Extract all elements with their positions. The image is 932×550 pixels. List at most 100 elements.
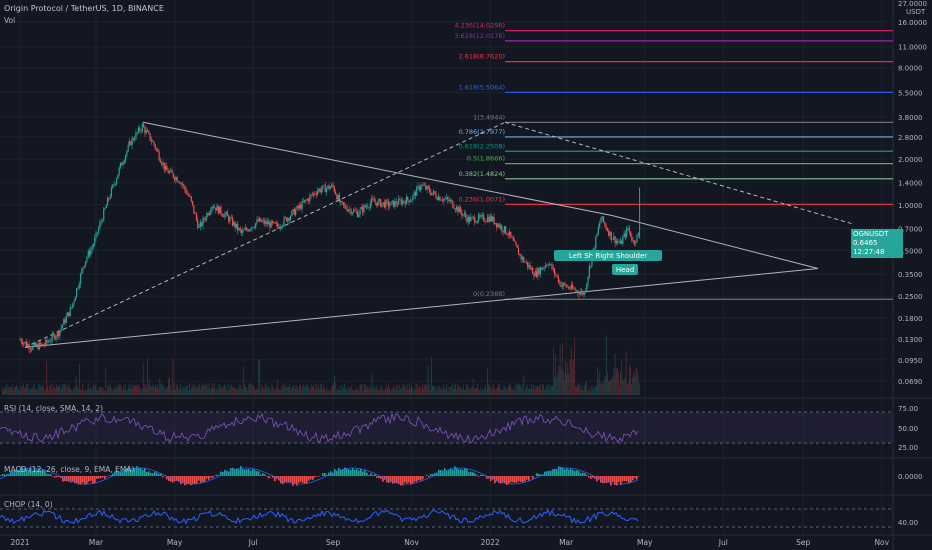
volume-bar bbox=[90, 386, 91, 395]
volume-bar bbox=[50, 383, 52, 395]
candle-body bbox=[298, 204, 301, 209]
volume-bar bbox=[186, 385, 188, 395]
volume-bar bbox=[532, 389, 533, 395]
candle-body bbox=[21, 342, 24, 345]
volume-bar bbox=[596, 386, 597, 395]
macd-histogram-bar bbox=[344, 467, 346, 476]
volume-bar bbox=[178, 390, 179, 395]
candle-body bbox=[112, 184, 114, 188]
candle-body bbox=[602, 216, 605, 223]
macd-histogram-bar bbox=[502, 476, 504, 483]
volume-bar bbox=[537, 387, 539, 395]
candle-body bbox=[552, 268, 554, 270]
volume-bar bbox=[406, 384, 408, 395]
macd-histogram-bar bbox=[358, 470, 360, 476]
volume-bar bbox=[547, 384, 549, 395]
volume-bar bbox=[569, 359, 571, 395]
macd-histogram-bar bbox=[86, 476, 88, 484]
candle-body bbox=[462, 214, 464, 216]
macd-histogram-bar bbox=[72, 476, 74, 482]
macd-histogram-bar bbox=[184, 476, 186, 486]
volume-bar bbox=[86, 390, 88, 395]
volume-bar bbox=[139, 386, 141, 395]
indicator-panes bbox=[0, 411, 893, 528]
candle-body bbox=[613, 236, 615, 240]
volume-bar bbox=[206, 384, 208, 395]
volume-bar bbox=[212, 383, 213, 395]
volume-bar bbox=[296, 386, 298, 395]
volume-bar bbox=[336, 389, 338, 395]
candle-body bbox=[526, 262, 529, 267]
volume-bar bbox=[598, 379, 599, 395]
macd-histogram-bar bbox=[42, 469, 44, 476]
volume-bar bbox=[92, 387, 93, 395]
macd-histogram-bar bbox=[202, 476, 204, 482]
volume-bar bbox=[16, 384, 18, 395]
volume-bar bbox=[102, 390, 103, 395]
candle-body bbox=[244, 228, 247, 230]
currency-label: USDT bbox=[906, 8, 926, 16]
candle-body bbox=[195, 213, 198, 220]
candle-body bbox=[37, 344, 39, 350]
volume-bar bbox=[545, 389, 547, 395]
candle-body bbox=[280, 227, 283, 228]
candle-body bbox=[430, 192, 432, 195]
volume-bar bbox=[603, 379, 605, 395]
macd-histogram-bar bbox=[54, 476, 56, 478]
candle-body bbox=[516, 245, 518, 248]
candle-body bbox=[121, 162, 123, 166]
volume-bar bbox=[611, 379, 613, 395]
volume-bar bbox=[237, 389, 239, 395]
macd-histogram-bar bbox=[592, 476, 594, 478]
volume-bar bbox=[214, 383, 216, 395]
macd-histogram-bar bbox=[300, 476, 302, 482]
macd-histogram-bar bbox=[430, 474, 432, 476]
volume-bar bbox=[235, 387, 236, 395]
candle-body bbox=[605, 224, 607, 229]
candle-body bbox=[210, 211, 212, 213]
macd-histogram-bar bbox=[76, 476, 78, 484]
volume-bar bbox=[370, 388, 372, 395]
volume-bar bbox=[134, 385, 135, 395]
volume-bar bbox=[44, 390, 46, 395]
macd-histogram-bar bbox=[142, 470, 144, 476]
macd-histogram-bar bbox=[406, 476, 408, 484]
volume-bar bbox=[168, 378, 169, 395]
candle-body bbox=[590, 265, 592, 267]
macd-histogram-bar bbox=[74, 476, 76, 484]
rsi-tick-label: 75.00 bbox=[898, 405, 918, 413]
volume-bar bbox=[425, 384, 427, 395]
macd-histogram-bar bbox=[36, 469, 38, 476]
volume-bar bbox=[390, 390, 392, 395]
volume-bar bbox=[396, 384, 398, 395]
macd-histogram-bar bbox=[206, 476, 208, 479]
volume-bar bbox=[620, 373, 621, 395]
macd-histogram-bar bbox=[170, 476, 172, 482]
candle-body bbox=[34, 343, 37, 347]
candle-body bbox=[615, 240, 618, 244]
candle-body bbox=[109, 196, 111, 199]
candle-body bbox=[313, 193, 315, 195]
candle-body bbox=[385, 200, 387, 208]
x-tick-label: Sep bbox=[796, 538, 810, 547]
candle-body bbox=[226, 212, 228, 216]
volume-bar bbox=[618, 371, 619, 395]
candle-body bbox=[141, 124, 143, 131]
candle-body bbox=[49, 341, 51, 343]
macd-histogram-bar bbox=[166, 476, 168, 480]
macd-histogram-bar bbox=[546, 471, 548, 476]
candle-body bbox=[435, 193, 437, 199]
candle-body bbox=[345, 205, 347, 209]
candle-body bbox=[622, 237, 624, 244]
macd-histogram-bar bbox=[140, 468, 142, 476]
macd-histogram-bar bbox=[372, 475, 374, 476]
volume-bar bbox=[33, 383, 35, 395]
candle-body bbox=[247, 229, 249, 232]
candle-body bbox=[144, 127, 146, 134]
candle-body bbox=[45, 339, 47, 346]
candle-body bbox=[284, 217, 286, 219]
candle-body bbox=[396, 204, 399, 205]
candle-body bbox=[318, 188, 320, 191]
candle-body bbox=[457, 206, 459, 213]
